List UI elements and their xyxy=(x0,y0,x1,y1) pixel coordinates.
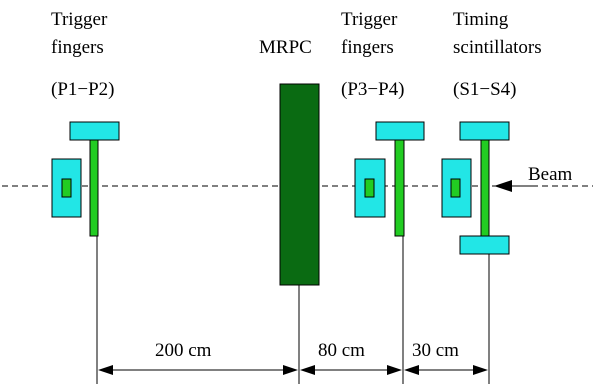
s3-rod xyxy=(480,139,490,237)
p2-core xyxy=(61,178,72,198)
timing-label-line2: scintillators xyxy=(453,37,542,58)
s4-bottom-bar xyxy=(459,235,510,255)
p3-top-bar xyxy=(375,121,425,141)
trigger-left-label-line2: fingers xyxy=(51,37,104,58)
dimension-30cm xyxy=(404,365,488,375)
trigger-right-label-line1: Trigger xyxy=(341,9,398,30)
s2-core xyxy=(450,178,461,198)
distance-30cm-label: 30 cm xyxy=(412,340,459,361)
trigger-left-range: (P1−P2) xyxy=(51,79,115,100)
trigger-left-label-line1: Trigger xyxy=(51,9,108,30)
dimension-200cm xyxy=(98,365,298,375)
beam-arrow xyxy=(494,180,538,192)
trigger-right-label-line2: fingers xyxy=(341,37,394,58)
distance-80cm-label: 80 cm xyxy=(318,340,365,361)
trigger-fingers-p1-p2 xyxy=(51,121,120,237)
p1-top-bar xyxy=(69,121,120,141)
dimension-80cm xyxy=(300,365,402,375)
trigger-right-range: (P3−P4) xyxy=(341,79,405,100)
timing-range: (S1−S4) xyxy=(453,79,517,100)
mrpc-detector xyxy=(279,83,320,286)
trigger-fingers-p3-p4 xyxy=(354,121,425,237)
p4-core xyxy=(364,178,375,198)
p3-rod xyxy=(394,139,405,237)
beam-label: Beam xyxy=(528,164,573,185)
distance-200cm-label: 200 cm xyxy=(155,340,212,361)
timing-label-line1: Timing xyxy=(453,9,509,30)
s1-top-bar xyxy=(459,121,510,141)
p1-rod xyxy=(89,139,99,237)
mrpc-label: MRPC xyxy=(259,37,312,58)
beam-arrowhead-icon xyxy=(494,180,512,192)
timing-scintillators xyxy=(441,121,510,255)
